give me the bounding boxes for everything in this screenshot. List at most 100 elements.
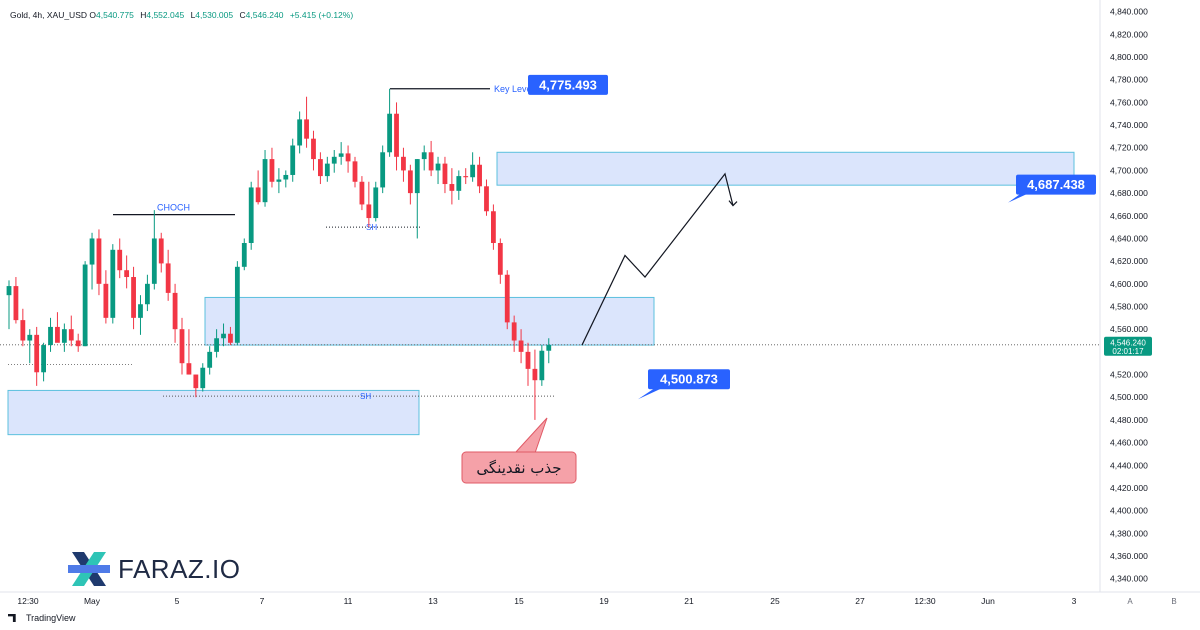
candle-body (55, 326, 60, 343)
candle (532, 349, 538, 420)
candle-body (421, 152, 427, 160)
candle (186, 329, 192, 375)
candle (75, 333, 81, 352)
candle-body (207, 351, 213, 368)
badge-value: 4,500.873 (660, 372, 718, 387)
candle (82, 261, 88, 347)
price-badge: 4,687.438 (1008, 174, 1096, 203)
current-price-tag (1104, 336, 1152, 356)
candle (290, 138, 296, 182)
candle (165, 249, 171, 301)
candle (394, 102, 399, 171)
price-tick-label: 4,700.000 (1110, 165, 1148, 175)
candle (359, 176, 365, 211)
price-tick-label: 4,640.000 (1110, 233, 1148, 243)
callout-text: جذب نقدینگی (476, 459, 561, 477)
candle (484, 179, 489, 216)
price-axis[interactable]: 4,840.000 4,820.000 4,800.000 4,780.000 4,76… (1099, 0, 1152, 592)
candle (248, 181, 254, 250)
time-axis[interactable]: 12:30 May 5 7 11 13 15 19 21 25 27 12:30 Jun 3 A B (0, 591, 1200, 606)
candle (421, 145, 427, 171)
time-tick-label: 27 (855, 596, 865, 606)
candle-body (61, 329, 67, 343)
price-tick-label: 4,660.000 (1110, 211, 1148, 221)
candle (158, 232, 164, 273)
candles-layer (6, 88, 552, 420)
symbol-label: Gold, 4h, XAU_USD (10, 10, 88, 20)
price-tick-label: 4,580.000 (1110, 302, 1148, 312)
price-tick-label: 4,720.000 (1110, 143, 1148, 153)
candle (214, 329, 219, 358)
brand-logo: FARAZ.IO (66, 548, 240, 590)
price-tick-label: 4,840.000 (1110, 7, 1148, 17)
countdown-text: 02:01:17 (1112, 347, 1144, 356)
candle-body (96, 238, 102, 284)
time-tick-label: 15 (514, 596, 524, 606)
candle (172, 283, 178, 343)
price-tick-label: 4,440.000 (1110, 460, 1148, 470)
candle-body (345, 153, 351, 162)
candle (131, 266, 136, 330)
candle-body (456, 176, 462, 191)
candle-body (200, 367, 206, 389)
candle (324, 156, 330, 182)
time-tick-label: 5 (175, 596, 180, 606)
candle (504, 270, 510, 330)
candle-body (539, 350, 545, 381)
candle-body (27, 334, 33, 341)
candle-body (304, 119, 309, 139)
candle-body (269, 159, 275, 182)
candle (55, 312, 60, 343)
candle (117, 238, 123, 279)
candle-body (68, 329, 74, 341)
candle-body (131, 277, 136, 318)
candle-body (449, 184, 455, 191)
candle-body (241, 243, 247, 267)
candle-body (484, 186, 489, 212)
sh-label-lower: SH (360, 392, 371, 401)
price-tick-label: 4,480.000 (1110, 415, 1148, 425)
time-tick-label: 12:30 (914, 596, 936, 606)
candle-body (82, 264, 88, 347)
candle-body (311, 138, 316, 160)
candle (442, 156, 448, 194)
candle-body (283, 174, 289, 180)
levels-layer: Key Level CHOCH SH SH (0, 84, 1100, 401)
candle-body (262, 159, 268, 203)
candle (138, 295, 143, 335)
time-tick-label: 19 (599, 596, 609, 606)
candle (407, 164, 413, 205)
current-price-text: 4,546.240 (1110, 338, 1146, 347)
candle (345, 145, 351, 173)
candle-body (41, 345, 46, 373)
candle-body (172, 292, 178, 330)
badges-layer: 4,775.493 4,687.438 4,500.873 جذب نقدینگی (461, 74, 1096, 484)
candle (110, 244, 116, 324)
demand-zone (496, 151, 1075, 186)
candle (13, 277, 19, 324)
candle (193, 374, 199, 398)
candle-body (48, 326, 53, 346)
candle-body (20, 320, 26, 341)
callout-box (461, 451, 577, 484)
candle-body (546, 345, 552, 351)
candle (48, 317, 53, 352)
candle (511, 315, 517, 352)
price-tick-label: 4,380.000 (1110, 528, 1148, 538)
candle (373, 181, 379, 222)
change-value: +5.415 (+0.12%) (289, 10, 354, 20)
candle-body (324, 163, 330, 177)
candle-body (6, 286, 12, 296)
candle-body (338, 153, 344, 157)
candle-body (290, 145, 296, 175)
time-tick-label: May (84, 596, 101, 606)
candle (34, 326, 40, 386)
candle-body (525, 351, 531, 369)
price-tick-label: 4,620.000 (1110, 256, 1148, 266)
candle-body (179, 329, 185, 364)
candle (546, 338, 552, 364)
candle (297, 111, 303, 154)
tradingview-logo[interactable]: TradingView (8, 613, 76, 623)
price-tick-label: 4,460.000 (1110, 438, 1148, 448)
